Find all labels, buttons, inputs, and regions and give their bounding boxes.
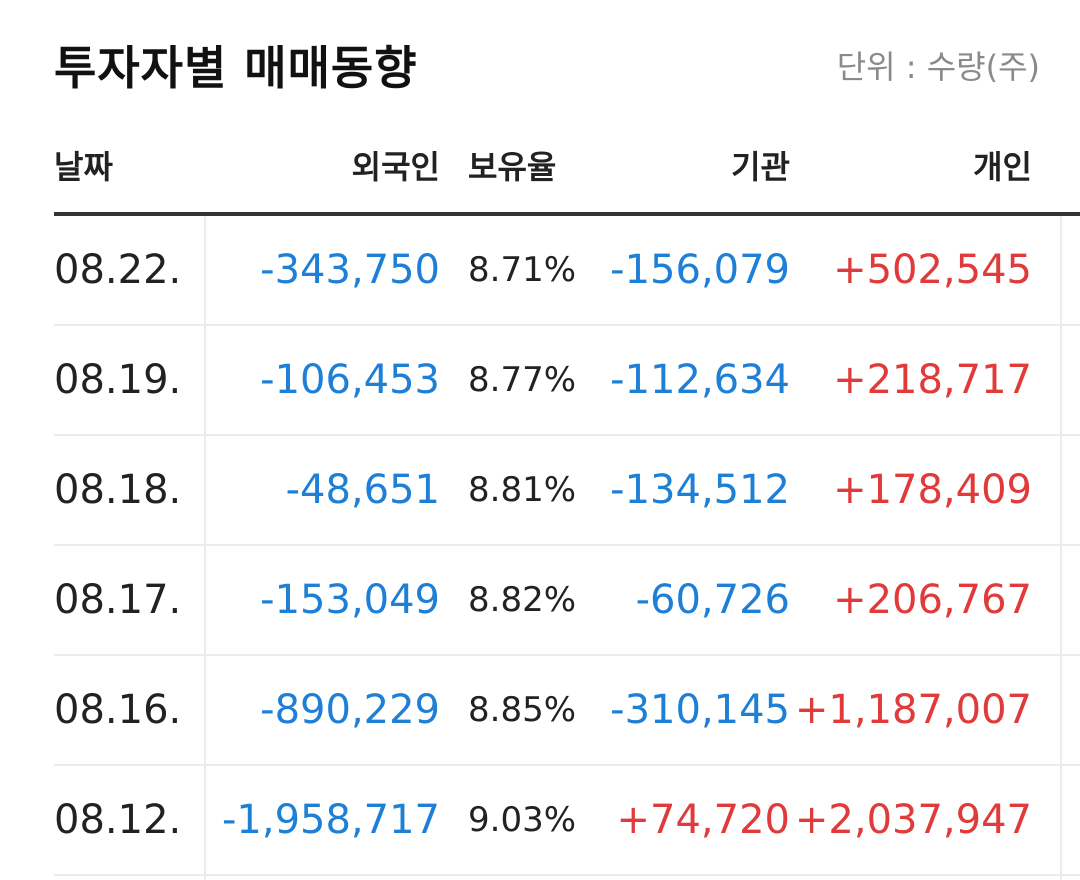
individual-net-cell: +2,037,947	[794, 797, 1032, 843]
institution-net-cell: +74,720	[616, 797, 790, 843]
column-header-date: 날짜	[54, 148, 113, 186]
date-cell: 08.18.	[54, 467, 182, 513]
date-cell: 08.17.	[54, 577, 182, 623]
individual-net-cell: +218,717	[833, 357, 1032, 403]
institution-net-cell: -112,634	[610, 357, 790, 403]
foreign-net-cell: -1,958,717	[221, 797, 440, 843]
date-cell: 08.16.	[54, 687, 182, 733]
foreign-net-cell: -890,229	[260, 687, 440, 733]
column-header-foreign: 외국인	[351, 148, 440, 186]
individual-net-cell: +206,767	[833, 577, 1032, 623]
foreign-ratio-cell: 8.82%	[468, 580, 577, 620]
foreign-net-cell: -106,453	[260, 357, 440, 403]
individual-net-cell: +502,545	[833, 247, 1032, 293]
table-row[interactable]: 08.18. -48,651 8.81% -134,512 +178,409	[54, 436, 1080, 546]
table-row[interactable]: 08.19. -106,453 8.77% -112,634 +218,717	[54, 326, 1080, 436]
date-cell: 08.12.	[54, 797, 182, 843]
foreign-ratio-cell: 8.85%	[468, 690, 577, 730]
individual-net-cell: +1,187,007	[794, 687, 1032, 733]
table-row[interactable]: 08.16. -890,229 8.85% -310,145 +1,187,007	[54, 656, 1080, 766]
foreign-net-cell: -343,750	[260, 247, 440, 293]
unit-label: 단위 : 수량(주)	[836, 48, 1040, 86]
section-header: 투자자별 매매동향 단위 : 수량(주)	[0, 0, 1080, 110]
foreign-ratio-cell: 8.81%	[468, 470, 577, 510]
foreign-ratio-cell: 8.71%	[468, 250, 577, 290]
institution-net-cell: -310,145	[610, 687, 790, 733]
column-header-individual: 개인	[973, 148, 1032, 186]
foreign-net-cell: -48,651	[285, 467, 440, 513]
table-row[interactable]: 08.12. -1,958,717 9.03% +74,720 +2,037,947	[54, 766, 1080, 876]
institution-net-cell: -134,512	[610, 467, 790, 513]
foreign-net-cell: -153,049	[260, 577, 440, 623]
column-divider	[204, 216, 206, 880]
foreign-ratio-cell: 8.77%	[468, 360, 577, 400]
individual-net-cell: +178,409	[833, 467, 1032, 513]
table-row[interactable]: 08.22. -343,750 8.71% -156,079 +502,545	[54, 216, 1080, 326]
foreign-ratio-cell: 9.03%	[468, 800, 577, 840]
institution-net-cell: -156,079	[610, 247, 790, 293]
column-divider	[1060, 216, 1062, 880]
column-header-ratio: 보유율	[468, 148, 557, 186]
institution-net-cell: -60,726	[635, 577, 790, 623]
section-title: 투자자별 매매동향	[54, 41, 418, 95]
table-row[interactable]: 08.17. -153,049 8.82% -60,726 +206,767	[54, 546, 1080, 656]
date-cell: 08.22.	[54, 247, 182, 293]
date-cell: 08.19.	[54, 357, 182, 403]
header-divider	[54, 212, 1080, 216]
column-header-institution: 기관	[731, 148, 790, 186]
